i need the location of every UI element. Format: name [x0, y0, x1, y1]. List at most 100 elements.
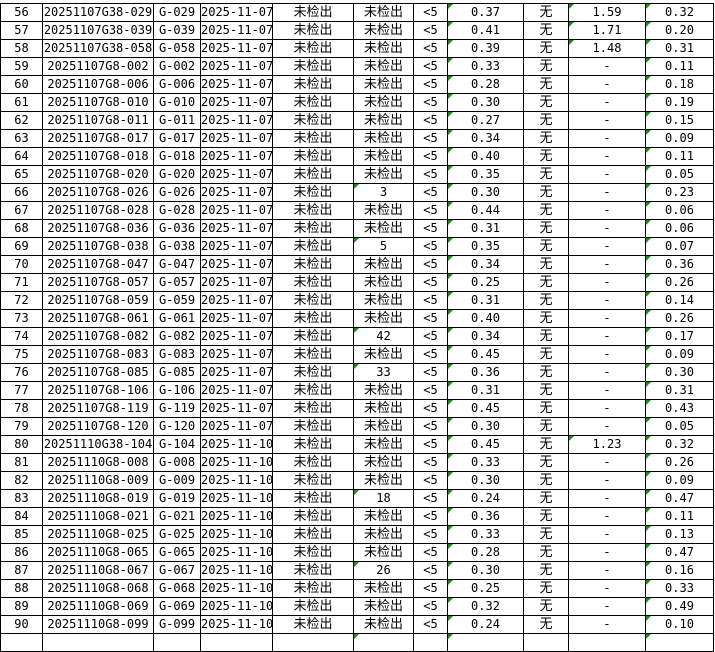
cell-row-number[interactable]: 64	[0, 147, 43, 166]
cell-date[interactable]: 2025-11-07	[200, 291, 273, 310]
cell-value-f[interactable]: -	[568, 57, 646, 76]
cell-sample-code[interactable]: G-106	[153, 381, 201, 400]
cell-row-number[interactable]: 59	[0, 57, 43, 76]
cell-date[interactable]: 2025-11-10	[200, 435, 273, 454]
cell-result-a[interactable]: 未检出	[272, 543, 354, 562]
cell-value-d[interactable]: 0.40	[447, 147, 524, 166]
cell-value-f[interactable]: -	[568, 75, 646, 94]
cell-value-d[interactable]: 0.25	[447, 579, 524, 598]
cell-result-b[interactable]: 未检出	[353, 525, 414, 544]
cell-result-a[interactable]: 未检出	[272, 435, 354, 454]
cell-value-d[interactable]: 0.31	[447, 219, 524, 238]
cell-result-e[interactable]: 无	[523, 309, 569, 328]
cell-result-e[interactable]: 无	[523, 237, 569, 256]
cell-row-number[interactable]: 56	[0, 3, 43, 22]
cell-result-b[interactable]: 未检出	[353, 165, 414, 184]
cell-value-f[interactable]: -	[568, 615, 646, 634]
cell-result-b[interactable]: 未检出	[353, 57, 414, 76]
cell-date[interactable]: 2025-11-07	[200, 363, 273, 382]
cell-value-f[interactable]: 1.23	[568, 435, 646, 454]
cell-sample-code[interactable]: G-058	[153, 39, 201, 58]
cell-result-c[interactable]: <5	[413, 561, 448, 580]
cell-result-e[interactable]: 无	[523, 3, 569, 22]
cell-result-a[interactable]: 未检出	[272, 381, 354, 400]
cell-date[interactable]: 2025-11-07	[200, 237, 273, 256]
cell-result-b[interactable]: 未检出	[353, 543, 414, 562]
cell-value-f[interactable]: -	[568, 327, 646, 346]
cell-empty[interactable]	[272, 633, 354, 652]
cell-result-e[interactable]: 无	[523, 21, 569, 40]
cell-result-b[interactable]: 未检出	[353, 579, 414, 598]
cell-result-e[interactable]: 无	[523, 75, 569, 94]
cell-result-c[interactable]: <5	[413, 165, 448, 184]
cell-date[interactable]: 2025-11-10	[200, 561, 273, 580]
cell-result-c[interactable]: <5	[413, 75, 448, 94]
cell-sample-id[interactable]: 20251107G8-026	[42, 183, 154, 202]
cell-result-c[interactable]: <5	[413, 273, 448, 292]
cell-sample-code[interactable]: G-038	[153, 237, 201, 256]
cell-value-d[interactable]: 0.27	[447, 111, 524, 130]
cell-result-c[interactable]: <5	[413, 309, 448, 328]
cell-value-g[interactable]: 0.05	[645, 417, 714, 436]
cell-value-f[interactable]: -	[568, 183, 646, 202]
cell-result-a[interactable]: 未检出	[272, 309, 354, 328]
cell-value-d[interactable]: 0.41	[447, 21, 524, 40]
cell-value-f[interactable]: 1.71	[568, 21, 646, 40]
cell-row-number[interactable]: 62	[0, 111, 43, 130]
cell-value-d[interactable]: 0.30	[447, 183, 524, 202]
cell-sample-id[interactable]: 20251107G8-047	[42, 255, 154, 274]
cell-value-g[interactable]: 0.11	[645, 507, 714, 526]
cell-value-f[interactable]: -	[568, 237, 646, 256]
cell-value-d[interactable]: 0.45	[447, 345, 524, 364]
cell-result-a[interactable]: 未检出	[272, 327, 354, 346]
cell-row-number[interactable]: 71	[0, 273, 43, 292]
cell-date[interactable]: 2025-11-07	[200, 417, 273, 436]
cell-result-a[interactable]: 未检出	[272, 129, 354, 148]
cell-result-b[interactable]: 未检出	[353, 273, 414, 292]
cell-row-number[interactable]: 58	[0, 39, 43, 58]
cell-result-e[interactable]: 无	[523, 39, 569, 58]
cell-value-g[interactable]: 0.18	[645, 75, 714, 94]
cell-value-g[interactable]: 0.06	[645, 201, 714, 220]
cell-date[interactable]: 2025-11-10	[200, 525, 273, 544]
cell-value-g[interactable]: 0.23	[645, 183, 714, 202]
cell-date[interactable]: 2025-11-10	[200, 507, 273, 526]
cell-value-f[interactable]: -	[568, 111, 646, 130]
cell-result-e[interactable]: 无	[523, 417, 569, 436]
cell-result-c[interactable]: <5	[413, 399, 448, 418]
cell-sample-code[interactable]: G-069	[153, 597, 201, 616]
cell-result-e[interactable]: 无	[523, 435, 569, 454]
cell-result-e[interactable]: 无	[523, 615, 569, 634]
cell-value-g[interactable]: 0.11	[645, 57, 714, 76]
cell-sample-id[interactable]: 20251110G8-065	[42, 543, 154, 562]
cell-value-d[interactable]: 0.28	[447, 75, 524, 94]
cell-result-a[interactable]: 未检出	[272, 201, 354, 220]
cell-date[interactable]: 2025-11-10	[200, 579, 273, 598]
cell-row-number[interactable]: 84	[0, 507, 43, 526]
cell-date[interactable]: 2025-11-07	[200, 201, 273, 220]
cell-sample-id[interactable]: 20251110G8-025	[42, 525, 154, 544]
cell-value-d[interactable]: 0.36	[447, 507, 524, 526]
cell-value-d[interactable]: 0.30	[447, 417, 524, 436]
cell-value-d[interactable]: 0.32	[447, 597, 524, 616]
cell-value-g[interactable]: 0.31	[645, 381, 714, 400]
cell-value-f[interactable]: -	[568, 309, 646, 328]
cell-sample-code[interactable]: G-085	[153, 363, 201, 382]
cell-value-g[interactable]: 0.32	[645, 435, 714, 454]
cell-sample-code[interactable]: G-120	[153, 417, 201, 436]
cell-date[interactable]: 2025-11-10	[200, 471, 273, 490]
cell-result-a[interactable]: 未检出	[272, 111, 354, 130]
cell-result-a[interactable]: 未检出	[272, 147, 354, 166]
cell-result-a[interactable]: 未检出	[272, 237, 354, 256]
cell-result-b[interactable]: 未检出	[353, 3, 414, 22]
cell-result-a[interactable]: 未检出	[272, 93, 354, 112]
cell-result-b[interactable]: 18	[353, 489, 414, 508]
cell-sample-code[interactable]: G-099	[153, 615, 201, 634]
cell-sample-code[interactable]: G-039	[153, 21, 201, 40]
cell-sample-code[interactable]: G-059	[153, 291, 201, 310]
cell-result-e[interactable]: 无	[523, 219, 569, 238]
cell-row-number[interactable]: 73	[0, 309, 43, 328]
cell-row-number[interactable]: 81	[0, 453, 43, 472]
cell-row-number[interactable]: 90	[0, 615, 43, 634]
cell-result-c[interactable]: <5	[413, 39, 448, 58]
